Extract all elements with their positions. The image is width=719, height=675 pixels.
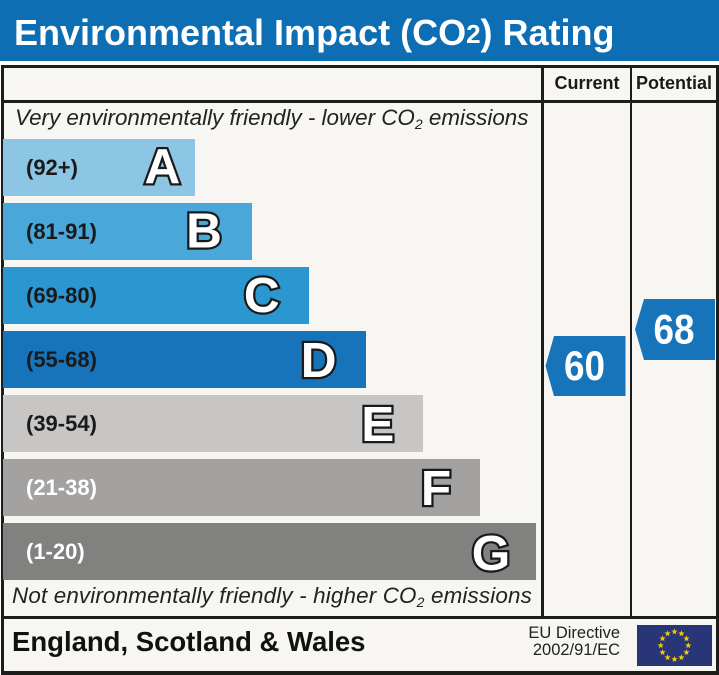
svg-text:G: G — [472, 526, 511, 581]
svg-text:D: D — [301, 333, 337, 388]
svg-text:60: 60 — [564, 342, 605, 389]
svg-text:C: C — [244, 268, 280, 323]
svg-text:E: E — [361, 397, 394, 452]
svg-text:B: B — [186, 204, 222, 259]
svg-text:F: F — [421, 461, 451, 516]
svg-text:68: 68 — [654, 306, 695, 353]
svg-text:A: A — [145, 139, 181, 194]
